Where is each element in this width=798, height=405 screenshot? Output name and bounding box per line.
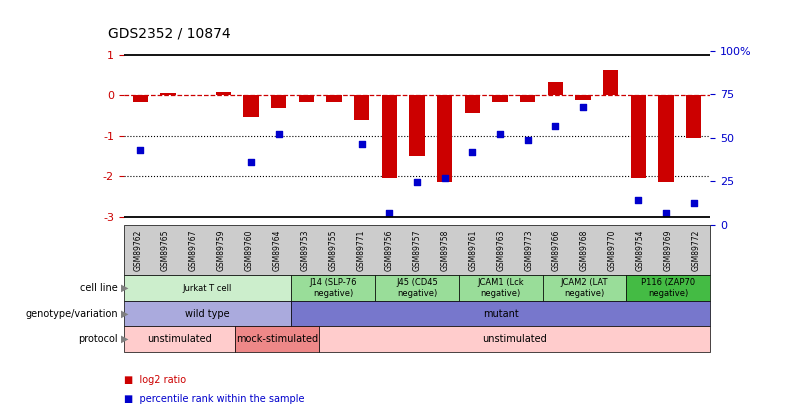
Bar xyxy=(630,95,646,178)
Text: protocol: protocol xyxy=(78,334,118,344)
Bar xyxy=(132,95,148,102)
Bar xyxy=(464,95,480,113)
Text: P116 (ZAP70
negative): P116 (ZAP70 negative) xyxy=(642,279,695,298)
Bar xyxy=(492,95,508,102)
Point xyxy=(466,149,479,155)
Text: ■  log2 ratio: ■ log2 ratio xyxy=(124,375,186,385)
Text: ■  percentile rank within the sample: ■ percentile rank within the sample xyxy=(124,394,304,403)
Text: GSM89761: GSM89761 xyxy=(468,229,477,271)
Text: ▶: ▶ xyxy=(120,283,128,293)
Bar xyxy=(215,92,231,95)
Point xyxy=(355,141,368,147)
Text: Jurkat T cell: Jurkat T cell xyxy=(183,284,232,293)
Point xyxy=(549,122,562,129)
Point xyxy=(494,130,507,137)
Text: GSM89763: GSM89763 xyxy=(496,229,505,271)
Bar xyxy=(686,95,701,138)
Text: GSM89753: GSM89753 xyxy=(301,229,310,271)
Bar xyxy=(658,95,674,182)
Text: unstimulated: unstimulated xyxy=(482,334,547,344)
Point xyxy=(687,199,700,206)
Point xyxy=(660,209,673,216)
Text: JCAM1 (Lck
negative): JCAM1 (Lck negative) xyxy=(477,279,524,298)
Text: GSM89764: GSM89764 xyxy=(273,229,282,271)
Point xyxy=(577,103,590,110)
Text: GSM89756: GSM89756 xyxy=(385,229,393,271)
Bar xyxy=(298,95,314,102)
Bar xyxy=(381,95,397,178)
Text: GSM89759: GSM89759 xyxy=(217,229,226,271)
Point xyxy=(521,136,534,143)
Text: GSM89773: GSM89773 xyxy=(524,229,533,271)
Bar xyxy=(603,70,618,95)
Text: J45 (CD45
negative): J45 (CD45 negative) xyxy=(396,279,438,298)
Text: J14 (SLP-76
negative): J14 (SLP-76 negative) xyxy=(310,279,357,298)
Bar xyxy=(520,95,535,102)
Text: unstimulated: unstimulated xyxy=(147,334,212,344)
Text: wild type: wild type xyxy=(185,309,230,319)
Bar xyxy=(160,93,176,95)
Bar xyxy=(271,95,286,108)
Text: genotype/variation: genotype/variation xyxy=(26,309,118,319)
Text: GSM89760: GSM89760 xyxy=(245,229,254,271)
Text: GDS2352 / 10874: GDS2352 / 10874 xyxy=(108,26,231,40)
Bar xyxy=(547,82,563,95)
Bar xyxy=(437,95,452,182)
Text: mutant: mutant xyxy=(483,309,519,319)
Bar xyxy=(326,95,342,102)
Bar xyxy=(409,95,425,156)
Point xyxy=(632,197,645,204)
Text: mock-stimulated: mock-stimulated xyxy=(236,334,318,344)
Text: GSM89771: GSM89771 xyxy=(357,229,365,271)
Point xyxy=(272,130,285,137)
Point xyxy=(244,159,257,165)
Text: GSM89772: GSM89772 xyxy=(692,229,701,271)
Text: GSM89755: GSM89755 xyxy=(329,229,338,271)
Text: GSM89768: GSM89768 xyxy=(580,229,589,271)
Text: GSM89757: GSM89757 xyxy=(413,229,421,271)
Text: JCAM2 (LAT
negative): JCAM2 (LAT negative) xyxy=(561,279,608,298)
Bar xyxy=(354,95,369,120)
Bar xyxy=(243,95,259,117)
Point xyxy=(383,209,396,216)
Text: GSM89754: GSM89754 xyxy=(636,229,645,271)
Point xyxy=(410,179,423,185)
Text: ▶: ▶ xyxy=(120,309,128,319)
Text: GSM89770: GSM89770 xyxy=(608,229,617,271)
Text: GSM89765: GSM89765 xyxy=(161,229,170,271)
Point xyxy=(438,175,451,181)
Point xyxy=(134,147,147,153)
Text: GSM89762: GSM89762 xyxy=(133,229,142,271)
Text: GSM89758: GSM89758 xyxy=(440,229,449,271)
Text: GSM89767: GSM89767 xyxy=(189,229,198,271)
Text: GSM89766: GSM89766 xyxy=(552,229,561,271)
Text: cell line: cell line xyxy=(81,283,118,293)
Text: GSM89769: GSM89769 xyxy=(664,229,673,271)
Bar xyxy=(575,95,591,100)
Text: ▶: ▶ xyxy=(120,334,128,344)
